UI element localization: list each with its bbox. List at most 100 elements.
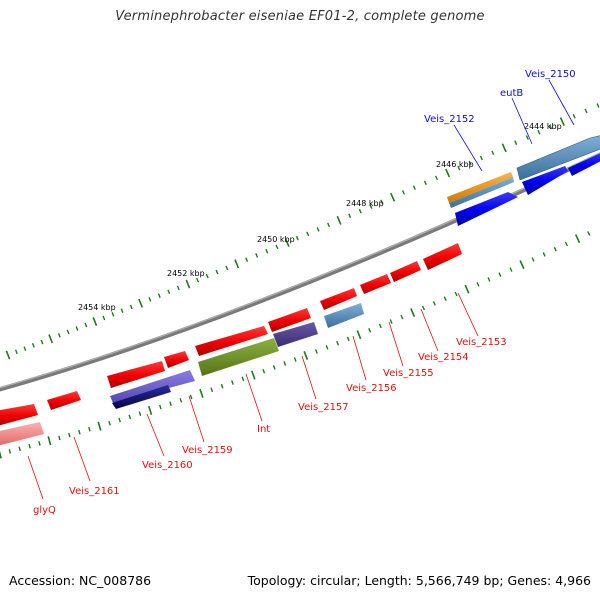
gene-label-veis-2153[interactable]: Veis_2153 bbox=[456, 337, 507, 348]
outer-scale-tick bbox=[380, 199, 384, 205]
gene-veis-2160-navy[interactable] bbox=[112, 385, 171, 409]
gene-label-veis-2161[interactable]: Veis_2161 bbox=[69, 486, 120, 497]
inner-scale-tick bbox=[28, 443, 31, 449]
gene-veis-2154[interactable] bbox=[390, 261, 421, 282]
gene-eutb[interactable] bbox=[522, 166, 568, 195]
gene-veis-2156-red[interactable] bbox=[320, 288, 357, 310]
gene-veis-2157[interactable] bbox=[268, 308, 311, 332]
genome-backbone bbox=[0, 152, 600, 392]
inner-scale-tick bbox=[325, 345, 329, 350]
callout-line-veis-2160 bbox=[146, 413, 165, 457]
outer-scale-tick bbox=[549, 124, 553, 130]
scale-label-2444: 2444 kbp bbox=[524, 122, 562, 131]
outer-scale-tick bbox=[525, 135, 529, 140]
inner-scale-tick bbox=[128, 414, 132, 420]
outer-scale-tick bbox=[245, 257, 249, 262]
inner-scale-tick bbox=[564, 241, 569, 247]
accession-text: Accession: NC_008786 bbox=[9, 573, 152, 588]
gene-label-veis-2157[interactable]: Veis_2157 bbox=[298, 402, 349, 413]
inner-scale-tick bbox=[47, 436, 52, 446]
gene-veis-2152-orange[interactable] bbox=[447, 172, 513, 203]
callout-line-glyq bbox=[27, 455, 44, 500]
gene-eutb-2[interactable] bbox=[568, 152, 600, 176]
outer-scale-tick bbox=[255, 253, 259, 258]
gene-veis-2159[interactable] bbox=[164, 351, 189, 368]
gene-veis-2152-blue[interactable] bbox=[455, 192, 518, 226]
outer-scale-tick bbox=[434, 175, 439, 181]
gene-veis-2155[interactable] bbox=[360, 274, 391, 294]
gene-veis-2160-red[interactable] bbox=[107, 361, 165, 388]
gene-int-violet[interactable] bbox=[273, 322, 318, 347]
callout-line-veis-2156 bbox=[352, 335, 367, 381]
callout-line-eutb bbox=[511, 97, 533, 145]
callout-line-int bbox=[245, 373, 263, 422]
outer-scale-tick bbox=[138, 298, 144, 308]
gene-glyq-red[interactable] bbox=[0, 404, 38, 426]
inner-scale-tick bbox=[553, 246, 557, 252]
outer-scale-tick bbox=[31, 343, 35, 348]
outer-scale-tick bbox=[48, 334, 54, 344]
callout-line-veis-2159 bbox=[188, 395, 205, 443]
gene-veis-2156[interactable] bbox=[324, 303, 364, 328]
outer-scale-tick bbox=[92, 317, 98, 326]
outer-scale-tick bbox=[148, 297, 152, 302]
gene-label-veis-2156[interactable]: Veis_2156 bbox=[346, 383, 397, 394]
reverse-strand-genes bbox=[0, 243, 462, 446]
inner-scale-tick bbox=[199, 388, 204, 398]
gene-veis-2160[interactable] bbox=[110, 370, 195, 403]
gene-label-veis-2155[interactable]: Veis_2155 bbox=[383, 368, 434, 379]
outer-scale-ticks bbox=[5, 103, 600, 360]
inner-scale-ticks bbox=[0, 231, 591, 459]
scale-label-2446: 2446 kbp bbox=[436, 160, 474, 169]
inner-scale-tick bbox=[97, 421, 102, 431]
gene-labels: Veis_2150 eutB Veis_2152 Veis_2153 Veis_… bbox=[33, 69, 576, 516]
gene-veis-2161[interactable] bbox=[47, 391, 81, 410]
gene-label-veis-2154[interactable]: Veis_2154 bbox=[418, 352, 469, 363]
inner-scale-tick bbox=[118, 417, 121, 423]
gene-label-veis-2160[interactable]: Veis_2160 bbox=[142, 460, 193, 471]
inner-scale-tick bbox=[443, 296, 447, 301]
callout-line-veis-2155 bbox=[388, 321, 404, 367]
inner-scale-tick bbox=[138, 411, 142, 417]
outer-scale-tick bbox=[327, 222, 331, 228]
outer-scale-tick bbox=[66, 329, 70, 335]
inner-scale-tick bbox=[18, 446, 21, 452]
gene-veis-2152-steel[interactable] bbox=[449, 177, 514, 208]
inner-scale-tick bbox=[8, 449, 12, 454]
gene-label-eutb[interactable]: eutB bbox=[500, 88, 523, 99]
inner-scale-tick bbox=[262, 368, 266, 374]
outer-scale-tick bbox=[316, 227, 320, 232]
gene-label-veis-2152[interactable]: Veis_2152 bbox=[424, 114, 475, 125]
outer-scale-tick bbox=[205, 273, 209, 279]
inner-scale-tick bbox=[251, 370, 256, 380]
inner-scale-tick bbox=[356, 330, 362, 340]
outer-scale-tick bbox=[176, 285, 180, 291]
gene-callout-lines bbox=[27, 79, 575, 500]
outer-scale-tick bbox=[167, 289, 171, 295]
inner-scale-tick bbox=[0, 450, 2, 459]
outer-scale-tick bbox=[479, 155, 483, 161]
inner-scale-tick bbox=[108, 420, 111, 426]
inner-scale-tick bbox=[78, 429, 81, 435]
gene-veis-2150[interactable] bbox=[516, 135, 600, 181]
gene-label-glyq[interactable]: glyQ bbox=[33, 505, 56, 516]
outer-scale-tick bbox=[306, 231, 310, 237]
inner-scale-tick bbox=[346, 336, 350, 342]
outer-scale-tick bbox=[111, 312, 115, 317]
gene-label-int[interactable]: Int bbox=[257, 424, 270, 435]
inner-scale-tick bbox=[410, 308, 416, 318]
inner-scale-tick bbox=[220, 383, 224, 389]
gene-int[interactable] bbox=[198, 338, 279, 376]
outer-scale-tick bbox=[295, 235, 299, 241]
gene-label-veis-2150[interactable]: Veis_2150 bbox=[525, 69, 576, 80]
gene-int-red[interactable] bbox=[195, 326, 268, 356]
outer-scale-tick bbox=[185, 279, 191, 289]
callout-line-veis-2154 bbox=[420, 308, 439, 352]
outer-scale-tick bbox=[275, 244, 279, 250]
gene-label-veis-2159[interactable]: Veis_2159 bbox=[182, 445, 233, 456]
gene-glyq[interactable] bbox=[0, 422, 44, 446]
callout-line-veis-2150 bbox=[548, 79, 575, 126]
gene-veis-2153[interactable] bbox=[423, 243, 462, 270]
